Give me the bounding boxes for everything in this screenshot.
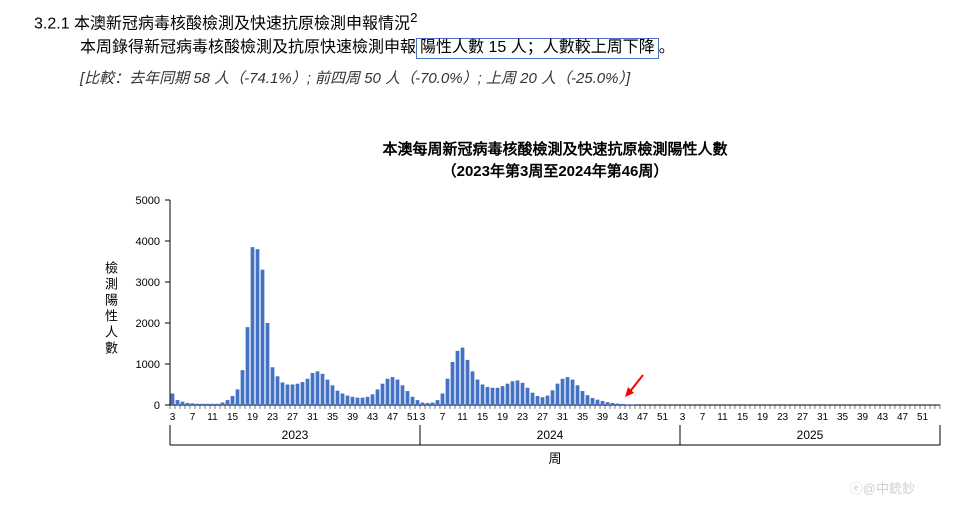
svg-text:47: 47 — [897, 412, 909, 423]
svg-text:測: 測 — [105, 277, 118, 292]
svg-text:2023: 2023 — [282, 428, 309, 442]
summary-line: 本周錄得新冠病毒核酸檢測及抗原快速檢測申報陽性人數 15 人；人數較上周下降。 — [80, 36, 675, 60]
svg-text:39: 39 — [597, 412, 609, 423]
svg-text:周: 周 — [548, 451, 561, 466]
svg-text:19: 19 — [497, 412, 509, 423]
svg-text:39: 39 — [347, 412, 359, 423]
svg-text:19: 19 — [247, 412, 259, 423]
svg-text:43: 43 — [367, 412, 379, 423]
svg-text:51: 51 — [917, 412, 929, 423]
svg-text:檢: 檢 — [105, 261, 118, 276]
covid-weekly-positives-chart: 本澳每周新冠病毒核酸檢測及快速抗原檢測陽性人數 （2023年第3周至2024年第4… — [95, 140, 955, 495]
svg-text:51: 51 — [407, 412, 419, 423]
weibo-icon: ⓔ — [850, 481, 863, 496]
footnote-ref: 2 — [410, 10, 417, 25]
svg-text:陽: 陽 — [105, 293, 118, 308]
highlight-sep: ； — [527, 39, 543, 56]
svg-text:47: 47 — [637, 412, 649, 423]
highlight-a: 陽性人數 15 人 — [420, 39, 527, 56]
svg-text:0: 0 — [154, 400, 160, 412]
svg-text:15: 15 — [737, 412, 749, 423]
summary-prefix: 本周錄得新冠病毒核酸檢測及抗原快速檢測申報 — [80, 39, 416, 56]
svg-text:43: 43 — [877, 412, 889, 423]
watermark: ⓔ@中銃鈔 — [850, 478, 915, 497]
svg-text:35: 35 — [837, 412, 849, 423]
svg-text:23: 23 — [267, 412, 279, 423]
svg-text:性: 性 — [105, 309, 118, 324]
svg-text:數: 數 — [105, 341, 118, 356]
svg-text:3000: 3000 — [136, 277, 160, 289]
svg-text:15: 15 — [227, 412, 239, 423]
svg-text:（2023年第3周至2024年第46周）: （2023年第3周至2024年第46周） — [442, 162, 669, 180]
svg-text:27: 27 — [797, 412, 809, 423]
svg-text:19: 19 — [757, 412, 769, 423]
watermark-text: @中銃鈔 — [863, 481, 915, 496]
svg-text:人: 人 — [105, 325, 118, 340]
svg-text:1000: 1000 — [136, 359, 160, 371]
svg-text:2024: 2024 — [537, 428, 564, 442]
svg-text:15: 15 — [477, 412, 489, 423]
section-number: 3.2.1 — [34, 15, 70, 32]
section-heading: 3.2.1 本澳新冠病毒核酸檢測及快速抗原檢測申報情況2 — [34, 8, 417, 36]
svg-text:23: 23 — [517, 412, 529, 423]
svg-text:43: 43 — [617, 412, 629, 423]
chart-svg: 本澳每周新冠病毒核酸檢測及快速抗原檢測陽性人數 （2023年第3周至2024年第4… — [95, 140, 955, 495]
svg-text:7: 7 — [440, 412, 446, 423]
svg-text:31: 31 — [307, 412, 319, 423]
svg-text:2025: 2025 — [797, 428, 824, 442]
svg-text:3: 3 — [170, 412, 176, 423]
svg-text:27: 27 — [537, 412, 549, 423]
svg-text:3: 3 — [680, 412, 686, 423]
comparison-line: [比較：去年同期 58 人（-74.1%）; 前四周 50 人（-70.0%）;… — [80, 68, 630, 91]
highlight-b: 人數較上周下降 — [543, 39, 655, 56]
svg-text:27: 27 — [287, 412, 299, 423]
svg-text:本澳每周新冠病毒核酸檢測及快速抗原檢測陽性人數: 本澳每周新冠病毒核酸檢測及快速抗原檢測陽性人數 — [382, 140, 727, 158]
svg-text:31: 31 — [557, 412, 569, 423]
svg-text:2000: 2000 — [136, 318, 160, 330]
svg-text:31: 31 — [817, 412, 829, 423]
highlight-box: 陽性人數 15 人；人數較上周下降 — [416, 38, 659, 59]
svg-text:23: 23 — [777, 412, 789, 423]
svg-text:5000: 5000 — [136, 195, 160, 207]
summary-suffix: 。 — [659, 39, 675, 56]
svg-text:4000: 4000 — [136, 236, 160, 248]
svg-text:35: 35 — [327, 412, 339, 423]
svg-text:47: 47 — [387, 412, 399, 423]
svg-text:3: 3 — [420, 412, 426, 423]
svg-text:7: 7 — [700, 412, 706, 423]
svg-text:39: 39 — [857, 412, 869, 423]
svg-text:11: 11 — [717, 412, 728, 423]
svg-text:11: 11 — [207, 412, 218, 423]
svg-text:7: 7 — [190, 412, 196, 423]
svg-text:51: 51 — [657, 412, 669, 423]
svg-text:35: 35 — [577, 412, 589, 423]
svg-text:11: 11 — [457, 412, 468, 423]
section-title: 本澳新冠病毒核酸檢測及快速抗原檢測申報情況 — [74, 15, 410, 32]
